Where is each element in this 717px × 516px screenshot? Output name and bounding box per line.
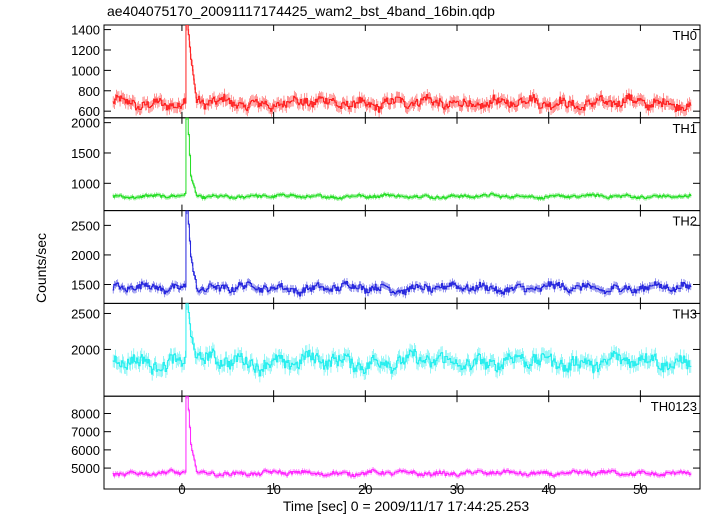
error-bars [112, 303, 692, 383]
error-bars [112, 210, 692, 300]
y-tick-label: 1400 [71, 23, 100, 38]
panel-label: TH2 [672, 214, 697, 229]
y-tick-label: 2000 [71, 248, 100, 263]
y-tick-label: 1000 [71, 176, 100, 191]
x-tick-label: 0 [178, 482, 185, 497]
panel-label: TH3 [672, 306, 697, 321]
panels-group: 600 800 1000 1200 1400 TH0 1000 1500 2000 TH1 1500… [71, 23, 701, 490]
panel-th2: 1500 2000 2500 TH2 [71, 210, 701, 304]
series-th3 [112, 303, 692, 383]
y-tick-label: 2000 [71, 342, 100, 357]
y-axis-title: Counts/sec [33, 233, 49, 303]
panel-th0123: 5000 6000 7000 8000 TH0123 [71, 395, 701, 490]
y-tick-label: 8000 [71, 406, 100, 421]
y-tick-label: 600 [78, 104, 100, 119]
x-tick-label: 50 [633, 482, 647, 497]
x-tick-label: 10 [266, 482, 280, 497]
y-tick-label: 2500 [71, 306, 100, 321]
y-tick-label: 2000 [71, 116, 100, 131]
series-line [112, 303, 692, 377]
y-tick-label: 1500 [71, 146, 100, 161]
x-tick-label: 40 [541, 482, 555, 497]
x-tick-label: 20 [358, 482, 372, 497]
panel-frame [103, 395, 701, 490]
x-axis: 0 10 20 30 40 50 [178, 482, 647, 497]
panel-th3: 2000 2500 TH3 [71, 302, 701, 397]
panel-label: TH0 [672, 28, 697, 43]
series-th2 [112, 210, 692, 300]
series-line [112, 396, 692, 478]
series-th0123 [112, 396, 692, 479]
panel-th0: 600 800 1000 1200 1400 TH0 [71, 23, 701, 119]
x-axis-title: Time [sec] 0 = 2009/11/17 17:44:25.253 [283, 498, 530, 514]
panel-label: TH1 [672, 121, 697, 136]
series-line [112, 25, 692, 113]
x-tick-label: 30 [450, 482, 464, 497]
y-tick-label: 5000 [71, 461, 100, 476]
y-tick-label: 2500 [71, 218, 100, 233]
y-tick-label: 800 [78, 84, 100, 99]
chart-title: ae404075170_20091117174425_wam2_bst_4ban… [107, 3, 495, 19]
series-th1 [112, 117, 692, 202]
y-tick-label: 7000 [71, 425, 100, 440]
y-tick-label: 1000 [71, 63, 100, 78]
error-bars [112, 117, 692, 202]
y-tick-label: 6000 [71, 443, 100, 458]
series-th0 [112, 25, 692, 118]
error-bars [112, 396, 692, 479]
series-line [112, 210, 692, 297]
panel-th1: 1000 1500 2000 TH1 [71, 116, 701, 212]
y-tick-label: 1500 [71, 277, 100, 292]
series-line [112, 117, 692, 200]
y-tick-label: 1200 [71, 43, 100, 58]
panel-label: TH0123 [651, 399, 697, 414]
